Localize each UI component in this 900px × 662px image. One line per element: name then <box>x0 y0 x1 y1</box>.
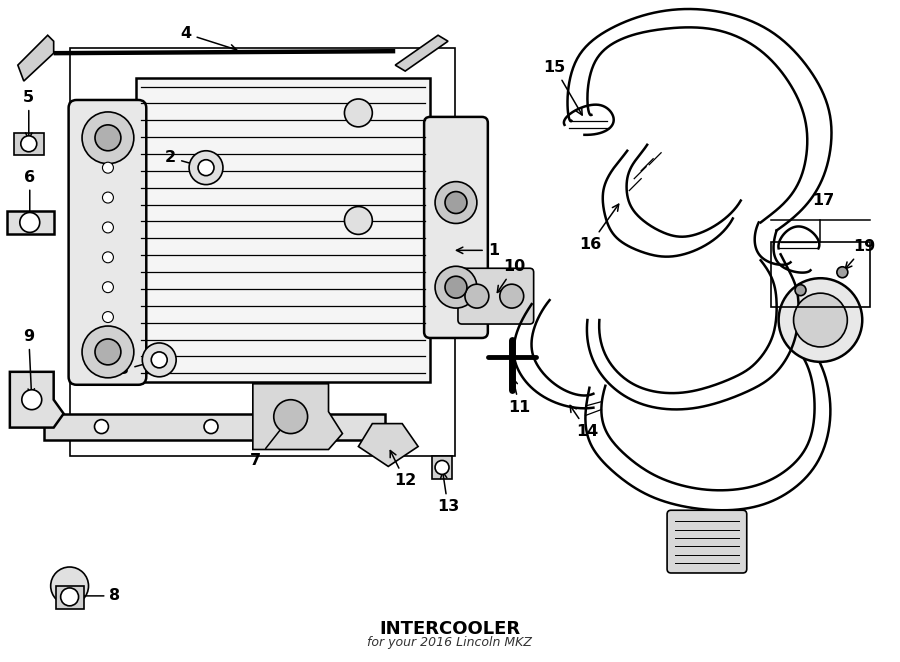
FancyBboxPatch shape <box>667 510 747 573</box>
Circle shape <box>274 400 308 434</box>
Circle shape <box>103 192 113 203</box>
Text: 12: 12 <box>391 451 417 489</box>
Circle shape <box>445 276 467 298</box>
Polygon shape <box>18 35 54 81</box>
Polygon shape <box>136 78 430 382</box>
Circle shape <box>94 420 108 434</box>
Circle shape <box>50 567 88 605</box>
Text: 8: 8 <box>74 589 121 603</box>
Circle shape <box>103 252 113 263</box>
Text: INTERCOOLER: INTERCOOLER <box>380 620 520 638</box>
Text: 6: 6 <box>24 169 35 218</box>
Circle shape <box>21 136 37 152</box>
Circle shape <box>795 285 806 296</box>
FancyBboxPatch shape <box>68 100 147 385</box>
Circle shape <box>103 162 113 173</box>
Circle shape <box>60 588 78 606</box>
FancyBboxPatch shape <box>424 117 488 338</box>
Text: 3: 3 <box>118 359 155 377</box>
Polygon shape <box>14 133 44 155</box>
Text: 15: 15 <box>544 60 582 115</box>
Polygon shape <box>10 372 64 428</box>
Circle shape <box>142 343 176 377</box>
Text: 18: 18 <box>804 293 834 315</box>
Polygon shape <box>56 586 84 609</box>
FancyBboxPatch shape <box>458 268 534 324</box>
Polygon shape <box>432 457 452 479</box>
Text: 10: 10 <box>498 260 526 293</box>
Circle shape <box>837 267 848 278</box>
Circle shape <box>794 293 847 347</box>
Circle shape <box>313 420 328 434</box>
Circle shape <box>151 352 167 368</box>
Polygon shape <box>44 414 385 440</box>
Circle shape <box>435 461 449 475</box>
Text: 14: 14 <box>570 405 599 439</box>
Text: 16: 16 <box>579 204 618 252</box>
Text: 11: 11 <box>508 378 531 414</box>
Circle shape <box>189 151 223 185</box>
Text: 13: 13 <box>436 472 459 514</box>
Circle shape <box>778 278 862 362</box>
Bar <box>770 242 870 307</box>
Circle shape <box>345 99 373 127</box>
Polygon shape <box>253 384 343 449</box>
Text: 5: 5 <box>23 90 34 139</box>
Polygon shape <box>395 35 448 71</box>
Text: 9: 9 <box>23 329 34 395</box>
Circle shape <box>500 284 524 308</box>
Polygon shape <box>69 48 455 457</box>
Circle shape <box>82 112 134 164</box>
Circle shape <box>82 326 134 378</box>
Circle shape <box>103 312 113 322</box>
Text: 1: 1 <box>456 243 499 258</box>
Polygon shape <box>358 424 419 467</box>
Circle shape <box>95 339 121 365</box>
Circle shape <box>465 284 489 308</box>
Circle shape <box>198 160 214 175</box>
Text: 4: 4 <box>181 26 237 51</box>
Text: 7: 7 <box>250 420 288 469</box>
Circle shape <box>103 282 113 293</box>
Circle shape <box>435 181 477 224</box>
Circle shape <box>95 125 121 151</box>
Text: 2: 2 <box>165 150 202 168</box>
Text: 19: 19 <box>845 240 876 269</box>
Circle shape <box>445 191 467 214</box>
Circle shape <box>22 390 41 410</box>
Text: for your 2016 Lincoln MKZ: for your 2016 Lincoln MKZ <box>367 636 533 649</box>
Circle shape <box>435 266 477 308</box>
Text: 17: 17 <box>813 193 834 207</box>
Circle shape <box>345 207 373 234</box>
Circle shape <box>20 213 40 232</box>
Polygon shape <box>7 211 54 234</box>
Circle shape <box>204 420 218 434</box>
Circle shape <box>103 222 113 233</box>
